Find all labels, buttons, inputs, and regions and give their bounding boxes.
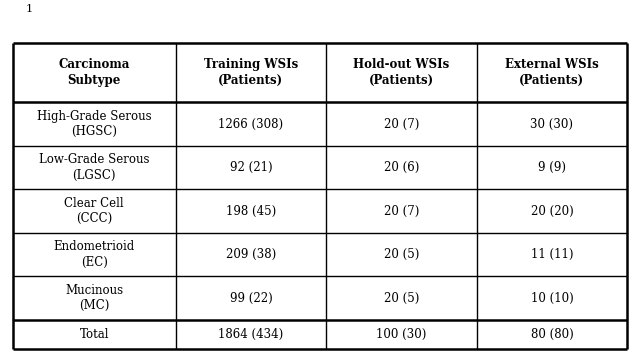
Text: 1: 1 (26, 4, 33, 14)
Text: 209 (38): 209 (38) (226, 248, 276, 261)
Text: 30 (30): 30 (30) (531, 117, 573, 131)
Text: Hold-out WSIs
(Patients): Hold-out WSIs (Patients) (353, 58, 449, 87)
Text: Clear Cell
(CCC): Clear Cell (CCC) (65, 197, 124, 225)
Text: 20 (5): 20 (5) (384, 292, 419, 305)
Text: 198 (45): 198 (45) (226, 205, 276, 218)
Text: 92 (21): 92 (21) (230, 161, 272, 174)
Text: Mucinous
(MC): Mucinous (MC) (65, 284, 124, 313)
Text: 1266 (308): 1266 (308) (218, 117, 284, 131)
Text: 1864 (434): 1864 (434) (218, 328, 284, 341)
Text: High-Grade Serous
(HGSC): High-Grade Serous (HGSC) (37, 110, 152, 138)
Text: 20 (7): 20 (7) (384, 117, 419, 131)
Text: 80 (80): 80 (80) (531, 328, 573, 341)
Text: Endometrioid
(EC): Endometrioid (EC) (54, 240, 135, 269)
Text: 11 (11): 11 (11) (531, 248, 573, 261)
Text: 20 (20): 20 (20) (531, 205, 573, 218)
Text: 99 (22): 99 (22) (230, 292, 272, 305)
Text: Training WSIs
(Patients): Training WSIs (Patients) (204, 58, 298, 87)
Text: Carcinoma
Subtype: Carcinoma Subtype (58, 58, 130, 87)
Text: Low-Grade Serous
(LGSC): Low-Grade Serous (LGSC) (39, 153, 150, 182)
Text: 20 (6): 20 (6) (384, 161, 419, 174)
Text: 10 (10): 10 (10) (531, 292, 573, 305)
Text: 20 (5): 20 (5) (384, 248, 419, 261)
Text: 20 (7): 20 (7) (384, 205, 419, 218)
Text: External WSIs
(Patients): External WSIs (Patients) (505, 58, 599, 87)
Text: Total: Total (79, 328, 109, 341)
Text: 9 (9): 9 (9) (538, 161, 566, 174)
Text: 100 (30): 100 (30) (376, 328, 427, 341)
